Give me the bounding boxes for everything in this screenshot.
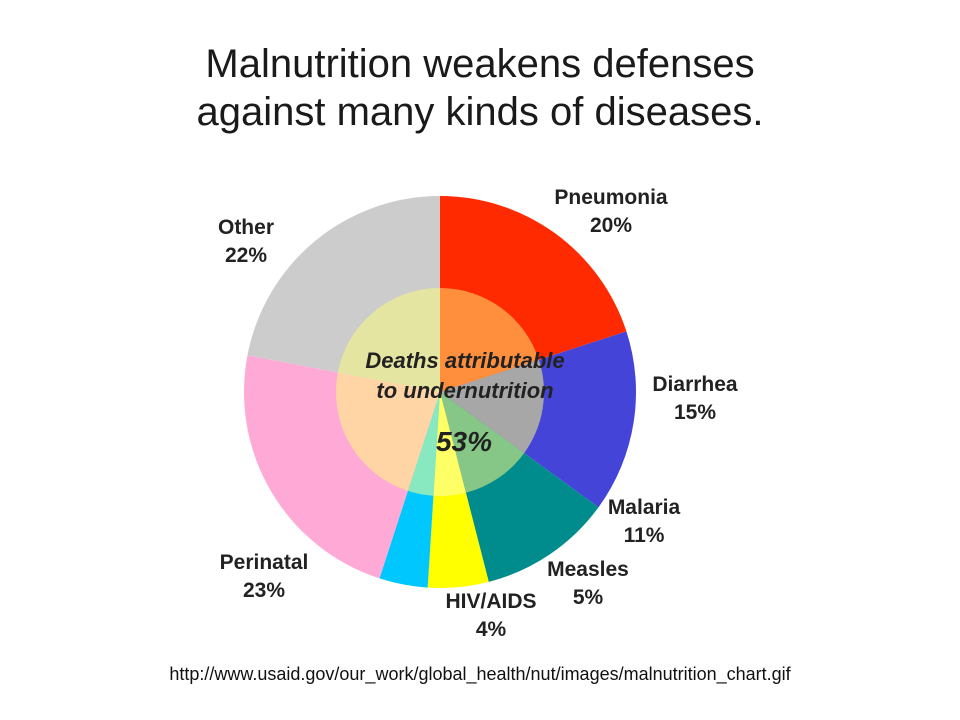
inner-slice-measles [433,392,466,496]
slice-label-measles: Measles [547,558,629,581]
inner-slice-perinatal [335,372,440,491]
title-line-2: against many kinds of diseases. [196,90,764,134]
slice-value-other: 22% [225,244,267,267]
slice-label-other: Other [218,216,274,239]
inner-slice-malaria [440,392,525,493]
inner-slice-pneumonia [440,288,539,392]
center-labels: Deaths attributable to undernutrition 53… [365,348,564,457]
title-line-1: Malnutrition weakens defenses [205,42,755,86]
slice-label-hiv-aids: HIV/AIDS [445,590,536,613]
slice-label-diarrhea: Diarrhea [652,373,738,396]
inner-slice-hiv-aids [407,392,440,496]
slice-label-pneumonia: Pneumonia [554,186,668,209]
inner-slice-other [337,288,440,392]
slice-value-pneumonia: 20% [590,214,632,237]
center-label-line-2: to undernutrition [376,378,553,403]
slice-value-perinatal: 23% [243,579,285,602]
inner-ring [335,288,545,496]
slice-value-malaria: 11% [624,524,665,547]
slice-label-malaria: Malaria [608,496,681,519]
slice-value-measles: 5% [573,586,604,609]
slice-labels: Pneumonia 20% Diarrhea 15% Malaria 11% Measles… [218,186,738,641]
source-link[interactable]: http://www.usaid.gov/our_work/global_hea… [169,664,791,684]
inner-slice-diarrhea [440,359,545,454]
center-value-label: 53% [436,426,492,457]
center-label-line-1: Deaths attributable [365,348,564,373]
slice-value-diarrhea: 15% [674,401,716,424]
slice-label-perinatal: Perinatal [220,551,309,574]
slice-value-hiv-aids: 4% [476,618,507,641]
page-title: Malnutrition weakens defenses against ma… [0,40,960,136]
